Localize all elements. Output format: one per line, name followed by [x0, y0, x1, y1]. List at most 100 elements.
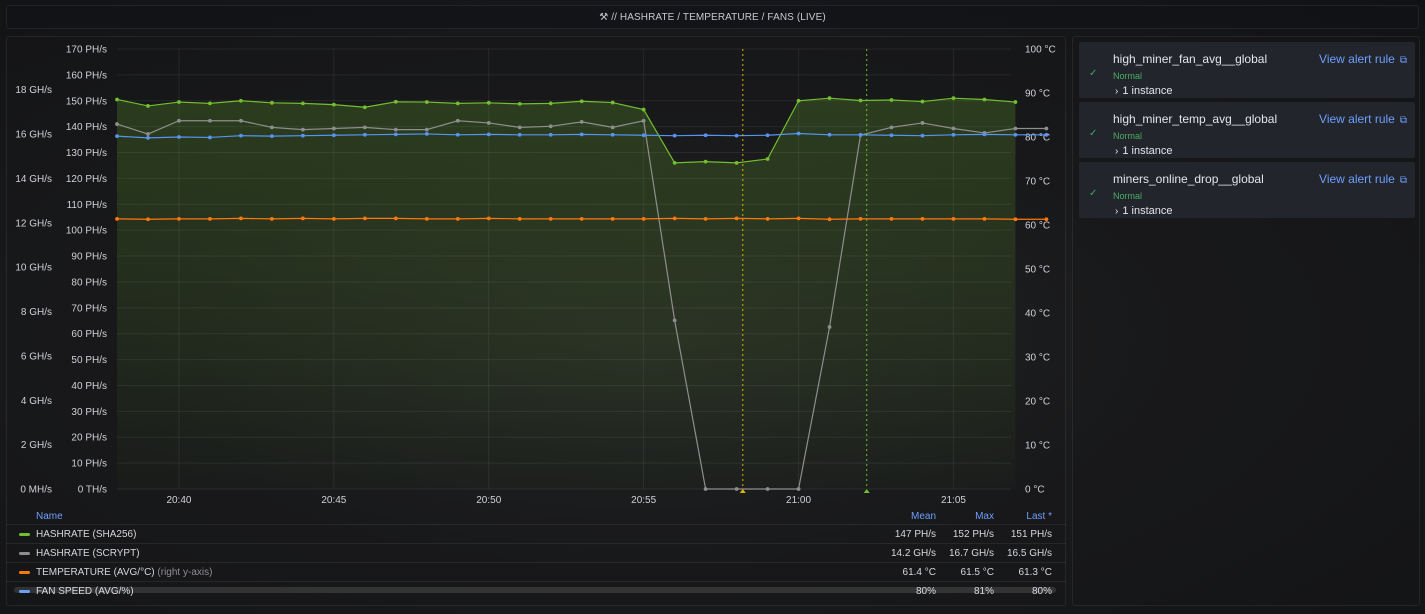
legend-row-fan-speed[interactable]: FAN SPEED (AVG/%) 80% 81% 80%	[6, 581, 1066, 600]
series-point	[455, 132, 460, 137]
alert-rule-card[interactable]: ✓ high_miner_temp_avg__global Normal › 1 …	[1079, 102, 1415, 158]
legend-col-name[interactable]: Name	[36, 511, 63, 522]
legend-row-sha256[interactable]: HASHRATE (SHA256) 147 PH/s 152 PH/s 151 …	[6, 524, 1066, 543]
alert-rule-card[interactable]: ✓ high_miner_fan_avg__global Normal › 1 i…	[1079, 42, 1415, 98]
alert-instances-toggle[interactable]: › 1 instance	[1115, 145, 1173, 157]
chevron-right-icon: ›	[1115, 146, 1119, 157]
external-link-icon: ⧉	[1399, 55, 1407, 66]
x-tick-label: 20:45	[321, 495, 346, 506]
series-point	[300, 216, 305, 221]
series-point	[889, 125, 894, 130]
alert-state: Normal	[1113, 191, 1143, 201]
alert-instances-toggle[interactable]: › 1 instance	[1115, 85, 1173, 97]
series-point	[703, 487, 708, 491]
series-point	[920, 133, 925, 138]
legend-col-last[interactable]: Last *	[1026, 511, 1052, 522]
series-point	[393, 132, 398, 137]
view-alert-rule-link[interactable]: View alert rule ⧉	[1319, 52, 1407, 66]
series-point	[1013, 100, 1018, 104]
series-point	[486, 121, 491, 125]
y-tick-label-right: 100 °C	[1025, 45, 1056, 56]
series-point	[239, 98, 243, 103]
y-tick-label-right: 50 °C	[1025, 265, 1050, 276]
series-point	[982, 216, 987, 221]
legend-col-mean[interactable]: Mean	[910, 511, 936, 522]
series-point	[146, 135, 150, 140]
y-tick-label-left-secondary: 6 GH/s	[21, 351, 52, 362]
y-tick-label-left: 170 PH/s	[66, 45, 107, 56]
legend-scrollbar[interactable]	[14, 587, 1056, 593]
y-tick-label-left: 150 PH/s	[66, 96, 107, 107]
legend-row-scrypt[interactable]: HASHRATE (SCRYPT) 14.2 GH/s 16.7 GH/s 16…	[6, 543, 1066, 562]
legend-series-name: TEMPERATURE (AVG/°C) (right y-axis)	[36, 566, 213, 578]
y-tick-label-left-secondary: 10 GH/s	[15, 263, 52, 274]
y-tick-label-left: 120 PH/s	[66, 174, 107, 185]
series-point	[951, 132, 956, 137]
series-point	[703, 159, 708, 164]
y-tick-label-left-secondary: 0 MH/s	[20, 485, 52, 496]
series-point	[827, 217, 832, 222]
series-point	[1013, 132, 1018, 137]
series-point	[610, 125, 615, 130]
series-point	[827, 325, 832, 329]
y-tick-label-right: 60 °C	[1025, 221, 1050, 232]
series-point	[146, 132, 150, 136]
timeseries-chart[interactable]: 0 TH/s 10 PH/s 20 PH/s 30 PH/s 40 PH/s 50 PH/…	[7, 37, 1067, 507]
legend-swatch	[19, 552, 30, 555]
series-point	[765, 216, 770, 221]
series-point	[393, 99, 398, 104]
y-tick-label-right: 30 °C	[1025, 353, 1050, 364]
panel-title-bar[interactable]: ⚒ // HASHRATE / TEMPERATURE / FANS (LIVE…	[6, 5, 1419, 29]
series-point	[796, 98, 801, 103]
series-point	[610, 216, 615, 221]
y-tick-label-left: 160 PH/s	[66, 70, 107, 81]
series-point	[177, 118, 181, 123]
legend-col-max[interactable]: Max	[975, 511, 994, 522]
y-tick-label-right: 90 °C	[1025, 89, 1050, 100]
legend-swatch	[19, 533, 30, 536]
series-point	[331, 216, 336, 221]
series-point	[362, 125, 367, 130]
annotation-triangle	[863, 489, 870, 493]
series-point	[331, 102, 336, 107]
legend-swatch	[19, 571, 30, 574]
series-point	[548, 101, 553, 106]
series-point	[672, 160, 677, 165]
series-point	[115, 134, 119, 139]
y-tick-label-left-secondary: 4 GH/s	[21, 396, 52, 407]
y-tick-label-left: 110 PH/s	[67, 200, 107, 211]
series-point	[486, 132, 491, 137]
y-tick-label-right: 40 °C	[1025, 309, 1050, 320]
series-point	[579, 119, 584, 124]
view-alert-rule-link[interactable]: View alert rule ⧉	[1319, 172, 1407, 186]
series-point	[548, 216, 553, 221]
alert-list-panel: ✓ high_miner_fan_avg__global Normal › 1 i…	[1072, 36, 1420, 606]
legend-max: 152 PH/s	[952, 528, 994, 540]
alert-state: Normal	[1113, 71, 1143, 81]
series-point	[362, 132, 367, 137]
series-point	[424, 127, 429, 132]
series-point	[362, 105, 367, 110]
series-point	[424, 132, 429, 136]
alert-rule-card[interactable]: ✓ miners_online_drop__global Normal › 1 i…	[1079, 162, 1415, 218]
series-point	[393, 127, 398, 132]
series-area-sha256	[117, 98, 1016, 490]
legend-last: 151 PH/s	[1010, 528, 1052, 540]
series-point	[858, 98, 863, 103]
series-point	[672, 133, 677, 138]
series-point	[734, 160, 739, 165]
series-point	[889, 98, 894, 102]
x-tick-label: 21:00	[786, 495, 811, 506]
y-tick-label-left: 0 TH/s	[78, 485, 107, 496]
series-point	[270, 125, 274, 130]
view-alert-rule-link[interactable]: View alert rule ⧉	[1319, 112, 1407, 126]
legend-last: 80%	[1031, 585, 1052, 597]
y-tick-label-right: 10 °C	[1025, 441, 1050, 452]
alert-state: Normal	[1113, 131, 1143, 141]
series-point	[765, 487, 770, 491]
legend-max: 61.5 °C	[960, 566, 994, 578]
series-point	[1013, 217, 1018, 222]
legend-row-temperature[interactable]: TEMPERATURE (AVG/°C) (right y-axis) 61.4…	[6, 562, 1066, 581]
alert-instances-toggle[interactable]: › 1 instance	[1115, 205, 1173, 217]
series-point	[517, 132, 522, 137]
